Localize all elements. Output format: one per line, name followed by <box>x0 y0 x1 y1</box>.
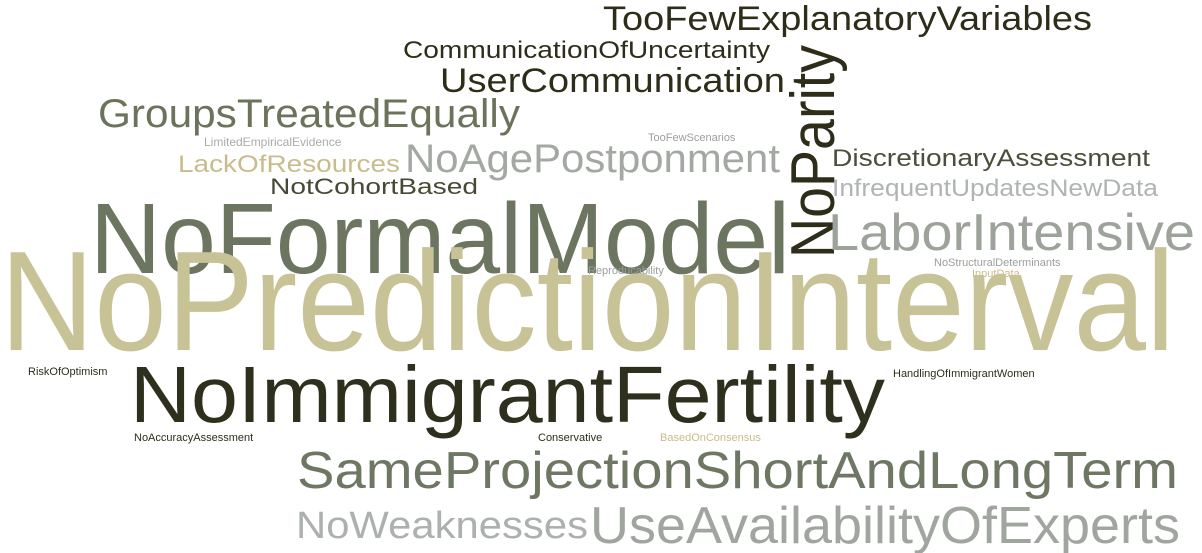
word: NotCohortBased <box>270 174 478 199</box>
word: BasedOnConsensus <box>660 432 761 444</box>
word: NoAccuracyAssessment <box>134 432 253 444</box>
word: RiskOfOptimism <box>28 366 107 378</box>
word: DiscretionaryAssessment <box>832 145 1150 172</box>
word: HandlingOfImmigrantWomen <box>893 368 1035 380</box>
word: InfrequentUpdatesNewData <box>832 175 1159 202</box>
word: NoPredictionInterval <box>0 222 1175 381</box>
word: NoImmigrantFertility <box>130 350 885 439</box>
word: NoFormalModel <box>90 183 790 295</box>
word: NoWeaknesses <box>296 505 588 547</box>
word: GroupsTreatedEqually <box>98 92 520 136</box>
word: NoParity <box>779 45 848 258</box>
word: CommunicationOfUncertainty <box>403 37 770 64</box>
word: SameProjectionShortAndLongTerm <box>297 442 1178 500</box>
word: NoAgePostponment <box>405 137 780 181</box>
word: Conservative <box>538 432 602 444</box>
word: LimitedEmpiricalEvidence <box>204 135 342 149</box>
word: Reproducability <box>588 265 664 277</box>
word: TooFewExplanatoryVariables <box>603 0 1092 38</box>
word: UseAvailabilityOfExperts <box>590 497 1180 553</box>
word: NoStructuralDeterminants <box>934 257 1061 269</box>
word: LackOfResources <box>178 151 400 178</box>
word: InputData <box>972 268 1021 280</box>
word: LaborIntensive <box>828 204 1195 262</box>
word: TooFewScenarios <box>648 132 736 144</box>
word: UserCommunication <box>440 62 785 100</box>
